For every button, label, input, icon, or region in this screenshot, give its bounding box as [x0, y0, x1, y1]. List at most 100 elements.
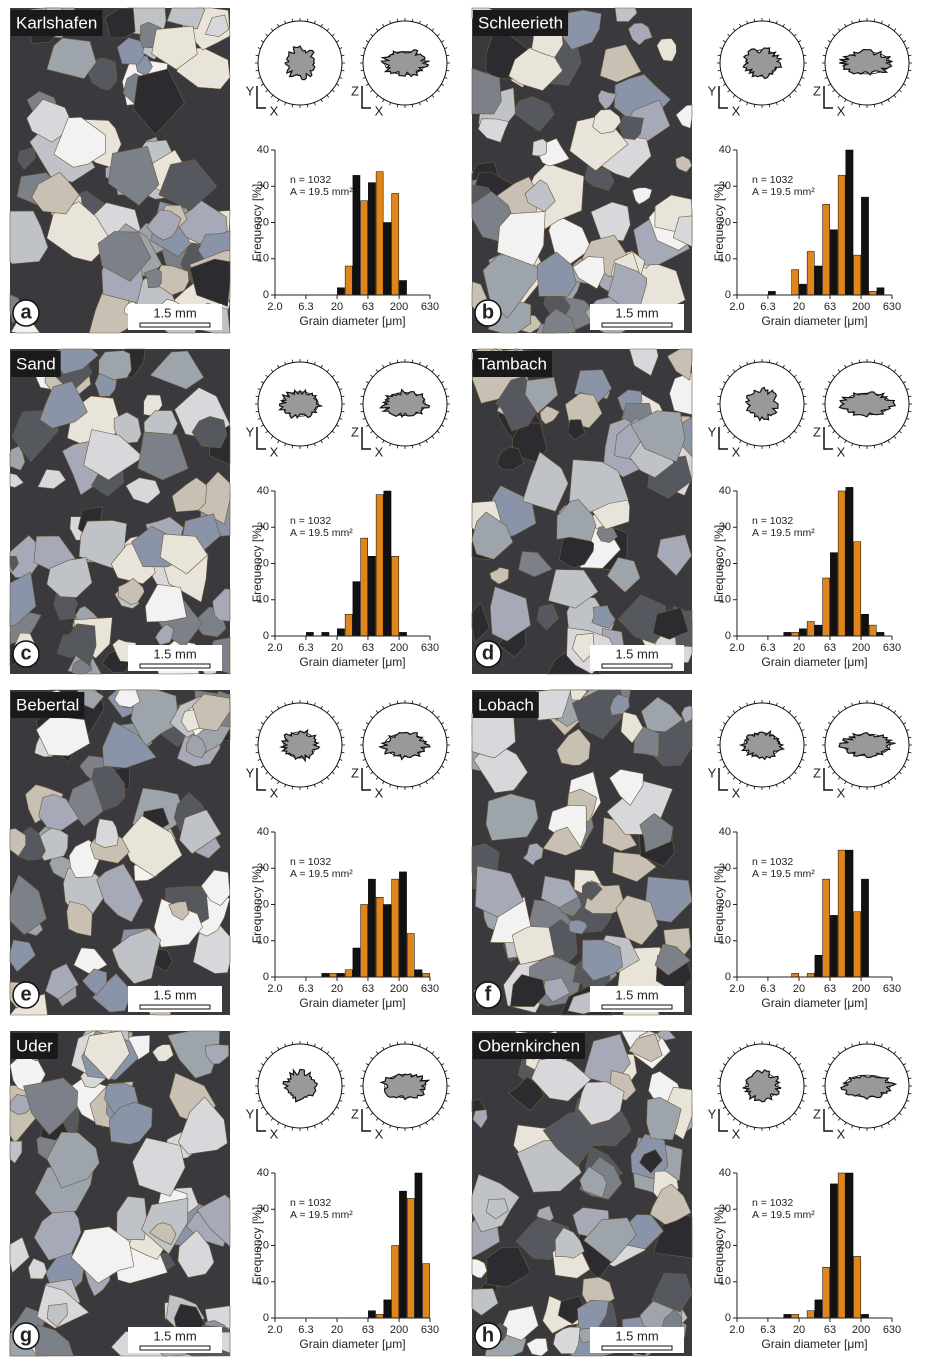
rose-tick: [746, 361, 749, 365]
rose-tick: [265, 89, 269, 93]
rose-tick: [822, 1077, 826, 1080]
rose-tick: [306, 359, 309, 363]
grain: [46, 1131, 100, 1189]
rose-tick: [436, 1056, 440, 1060]
rose-tick: [753, 1127, 756, 1131]
grain: [489, 566, 510, 585]
grain: [45, 963, 79, 1000]
panel-letter-badge: [474, 981, 502, 1009]
rose-tick: [425, 1122, 428, 1126]
y-tick-label: 40: [719, 826, 731, 838]
panel-letter: e: [20, 983, 31, 1005]
rose-tick: [284, 1043, 287, 1047]
rose-tick: [906, 758, 910, 761]
annotation: A = 19.5 mm²: [752, 186, 815, 198]
rose-tick: [824, 76, 828, 79]
rose-tick: [425, 705, 428, 709]
rose-axis-label: Z: [813, 424, 821, 439]
grain: [97, 231, 152, 282]
rose-axis-label: X: [375, 444, 384, 459]
x-tick-label: 630: [883, 301, 901, 313]
rose-tick: [341, 1092, 345, 1095]
grain: [179, 809, 222, 855]
rose-axis-label: X: [732, 785, 741, 800]
rose-tick: [284, 702, 287, 706]
rose-tick: [436, 430, 440, 434]
rose-tick: [768, 1041, 771, 1045]
grain: [471, 511, 514, 560]
y-tick-label: 40: [257, 1167, 269, 1179]
rose-tick: [389, 1043, 392, 1047]
grain: [531, 138, 548, 157]
bar: [306, 632, 314, 637]
rose-tick: [382, 1046, 385, 1050]
rose-tick: [887, 440, 890, 444]
rose-tick: [444, 417, 448, 420]
rose-tick: [844, 99, 847, 103]
grain: [27, 1258, 48, 1280]
rose-tick: [382, 99, 385, 103]
bar: [814, 955, 823, 978]
rose-tick: [844, 364, 847, 368]
rose-tick: [719, 758, 723, 761]
grain: [577, 1081, 625, 1126]
rose-tick: [396, 359, 399, 363]
bar: [368, 182, 376, 296]
x-tick-label: 2.0: [267, 301, 282, 313]
bar: [806, 621, 815, 637]
bar: [321, 632, 330, 637]
rose-axis-label: Z: [351, 83, 359, 98]
rose-tick: [898, 33, 902, 37]
rose-tick: [326, 710, 330, 714]
bar: [337, 628, 345, 637]
rose-tick: [851, 102, 854, 106]
x-tick-label: 200: [852, 1324, 870, 1336]
rose-tick: [260, 83, 264, 86]
rose-tick: [362, 76, 366, 79]
rose-axis-label: X: [837, 103, 846, 118]
rose-shape: [284, 45, 316, 81]
grain: [9, 828, 27, 857]
bar: [360, 537, 368, 637]
rose-tick: [719, 1070, 723, 1073]
bar: [861, 1314, 869, 1319]
rose-tick: [313, 702, 316, 706]
rose-tick: [824, 729, 828, 732]
bar: [391, 1245, 400, 1319]
y-tick-label: 30: [257, 1203, 269, 1215]
rose-tick: [431, 369, 435, 373]
bar: [830, 915, 838, 978]
grain: [496, 446, 524, 471]
rose-tick: [360, 54, 364, 57]
x-tick-label: 630: [883, 642, 901, 654]
rose-axis-label: Y: [708, 83, 717, 98]
y-axis-label: Frequency [%]: [250, 866, 264, 943]
x-axis-label: Grain diameter [μm]: [761, 655, 867, 669]
rose-tick: [444, 47, 448, 50]
grain: [653, 1212, 693, 1259]
rose-tick: [260, 424, 264, 427]
rose-tick: [331, 771, 335, 775]
grain: [471, 1258, 488, 1279]
rose-tick: [722, 1106, 726, 1109]
bar: [399, 871, 407, 978]
rose-tick: [801, 388, 805, 391]
y-tick-label: 20: [719, 216, 731, 228]
panel-letter-badge: [474, 640, 502, 668]
rose-tick: [798, 40, 802, 43]
rose-tick: [844, 1122, 847, 1126]
grain: [646, 1096, 682, 1141]
grain: [640, 696, 684, 733]
grain: [615, 895, 659, 946]
rose-tick: [788, 710, 792, 714]
bar: [845, 849, 854, 978]
rose-tick: [418, 361, 421, 365]
rose-tick: [717, 395, 721, 398]
rose-tick: [837, 369, 841, 373]
rose-tick: [257, 1099, 261, 1102]
rose-tick: [887, 1046, 890, 1050]
rose-tick: [446, 410, 450, 413]
rose-tick: [265, 1112, 269, 1116]
bar: [783, 632, 792, 637]
